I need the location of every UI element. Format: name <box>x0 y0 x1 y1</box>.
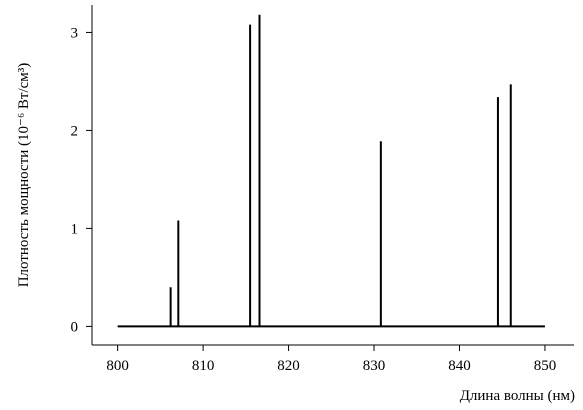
spectrum-line <box>117 14 545 328</box>
x-tick-label: 840 <box>448 358 471 374</box>
y-axis-label: Плотность мощности (10⁻⁶ Вт/см³) <box>16 63 32 288</box>
x-tick-label: 820 <box>277 358 300 374</box>
y-tick-label: 3 <box>71 25 79 41</box>
y-tick-label: 1 <box>71 221 79 237</box>
x-tick-label: 850 <box>534 358 557 374</box>
x-tick-label: 800 <box>106 358 129 374</box>
x-axis-label: Длина волны (нм) <box>460 388 575 404</box>
x-tick-label: 830 <box>363 358 386 374</box>
x-tick-label: 810 <box>192 358 215 374</box>
y-tick-label: 2 <box>71 123 79 139</box>
y-tick-label: 0 <box>71 319 79 335</box>
